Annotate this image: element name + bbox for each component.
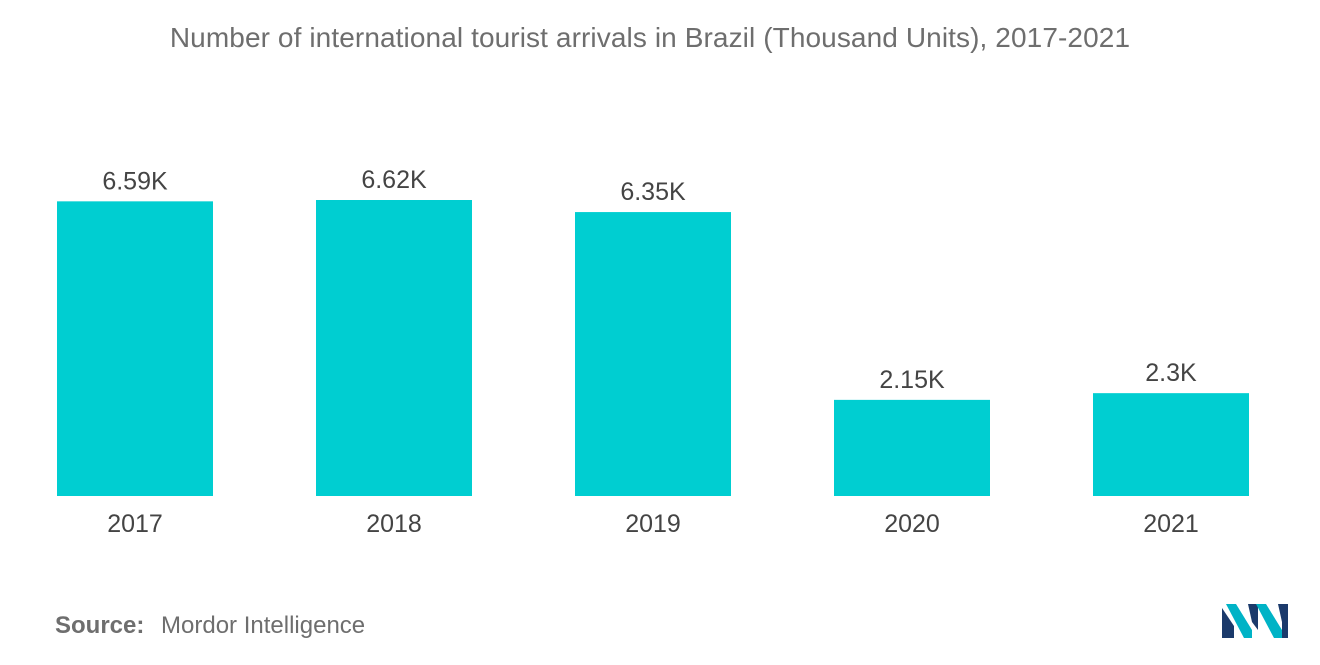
data-label-2021: 2.3K [1145,359,1197,387]
data-label-2018: 6.62K [361,166,427,194]
x-tick-label-2021: 2021 [1143,510,1199,538]
bar-2018 [316,200,472,496]
x-tick-label-2018: 2018 [366,510,422,538]
x-tick-label-2020: 2020 [884,510,940,538]
data-label-2017: 6.59K [102,167,168,195]
chart-title: Number of international tourist arrivals… [169,22,1131,53]
mordor-intelligence-logo-icon [1222,600,1292,645]
data-label-2019: 6.35K [620,178,686,206]
x-tick-label-2019: 2019 [625,510,681,538]
source-label: Source: [55,612,145,639]
source-note: Source: Mordor Intelligence [55,612,365,640]
bar-2021 [1093,393,1249,496]
bar-2020 [834,399,990,496]
bar-2017 [57,201,213,497]
x-tick-label-2017: 2017 [107,510,163,538]
source-value: Mordor Intelligence [161,612,366,639]
data-label-2020: 2.15K [879,366,945,394]
bar-2019 [575,212,731,496]
